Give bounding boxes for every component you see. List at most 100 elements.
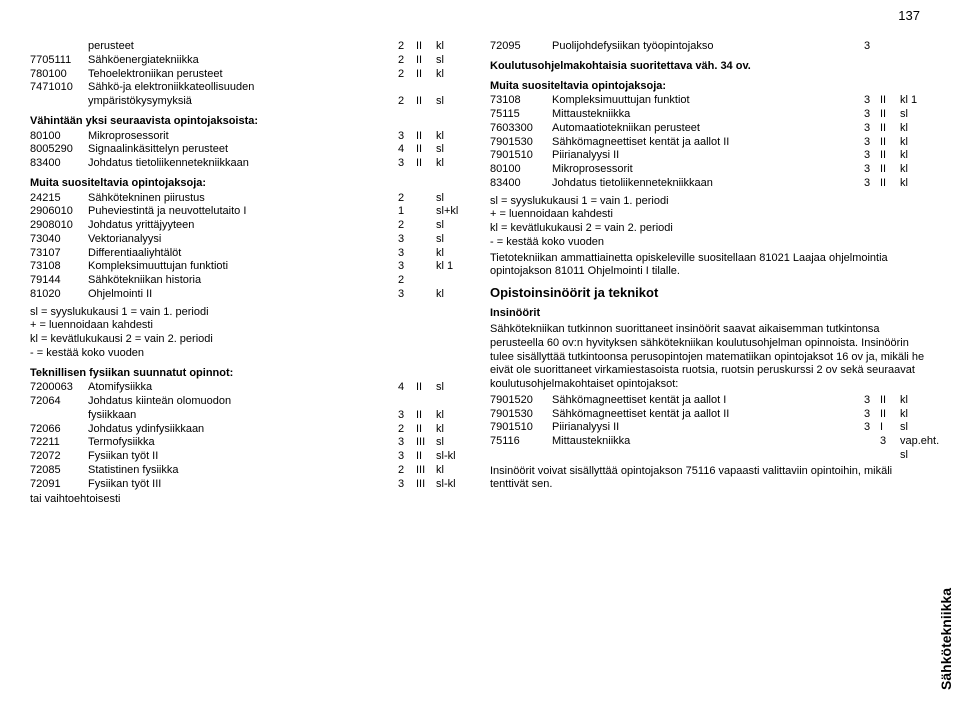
course-name: Kompleksimuuttujan funktioti <box>88 260 398 274</box>
course-code: 83400 <box>490 177 552 191</box>
course-name: Mittaustekniikka <box>552 108 864 122</box>
course-code: 7901530 <box>490 408 552 422</box>
course-v2: II <box>880 163 900 177</box>
legend-line: kl = kevätlukukausi 2 = vain 2. periodi <box>490 222 930 236</box>
course-v1: 3 <box>864 421 880 435</box>
course-code: 7901510 <box>490 149 552 163</box>
course-v2: II <box>416 130 436 144</box>
course-v1: 3 <box>398 436 416 450</box>
course-v1: 3 <box>398 288 416 302</box>
course-v3: sl <box>436 233 470 247</box>
course-v3 <box>436 81 470 95</box>
table-row: 83400Johdatus tietoliikennetekniikkaan3I… <box>490 177 930 191</box>
legend-line: kl = kevätlukukausi 2 = vain 2. periodi <box>30 333 470 347</box>
course-v2: II <box>416 450 436 464</box>
course-v2 <box>416 233 436 247</box>
course-name: Piirianalyysi II <box>552 149 864 163</box>
course-v1: 4 <box>398 381 416 395</box>
course-v1: 3 <box>398 450 416 464</box>
course-name: ympäristökysymyksiä <box>88 95 398 109</box>
course-v2: II <box>416 68 436 82</box>
course-v2: II <box>416 143 436 157</box>
course-v3: sl <box>900 421 930 435</box>
course-code: 72064 <box>30 395 88 409</box>
course-v1: 3 <box>864 136 880 150</box>
legend-line: sl = syyslukukausi 1 = vain 1. periodi <box>490 195 930 209</box>
header-muita-right: Muita suositeltavia opintojaksoja: <box>490 80 930 94</box>
course-v3: sl <box>436 143 470 157</box>
table-row: 83400Johdatus tietoliikennetekniikkaan3I… <box>30 157 470 171</box>
course-v2: II <box>880 136 900 150</box>
table-row: 72064Johdatus kiinteän olomuodon <box>30 395 470 409</box>
course-v1: 3 <box>864 149 880 163</box>
course-v3: kl <box>436 130 470 144</box>
course-v3: kl <box>436 247 470 261</box>
course-code: 7901510 <box>490 421 552 435</box>
course-v1: 2 <box>398 464 416 478</box>
course-v3 <box>436 395 470 409</box>
table-row: 780100Tehoelektroniikan perusteet2IIkl <box>30 68 470 82</box>
course-code: 73108 <box>490 94 552 108</box>
course-name: Fysiikan työt III <box>88 478 398 492</box>
course-code <box>30 95 88 109</box>
course-v3: kl <box>900 177 930 191</box>
table-row: 79144Sähkötekniikan historia2 <box>30 274 470 288</box>
table-row: 73107Differentiaaliyhtälöt3kl <box>30 247 470 261</box>
table-row: 7603300Automaatiotekniikan perusteet3IIk… <box>490 122 930 136</box>
course-v1: 3 <box>398 409 416 423</box>
course-code: 73108 <box>30 260 88 274</box>
course-name: Ohjelmointi II <box>88 288 398 302</box>
course-v3: kl <box>900 408 930 422</box>
course-v2: II <box>880 94 900 108</box>
course-v2: II <box>880 408 900 422</box>
table-row: 7200063Atomifysiikka4IIsl <box>30 381 470 395</box>
table-row: 24215Sähkötekninen piirustus2sl <box>30 192 470 206</box>
course-name: Sähkömagneettiset kentät ja aallot I <box>552 394 864 408</box>
course-v1: 3 <box>398 233 416 247</box>
course-v3 <box>900 40 930 54</box>
course-v2: II <box>880 108 900 122</box>
course-v2 <box>416 395 436 409</box>
course-v3: kl 1 <box>900 94 930 108</box>
course-v1: 2 <box>398 54 416 68</box>
table-row: 72085Statistinen fysiikka2IIIkl <box>30 464 470 478</box>
course-code: 2906010 <box>30 205 88 219</box>
course-name: Differentiaaliyhtälöt <box>88 247 398 261</box>
course-v3: sl-kl <box>436 478 470 492</box>
course-name: Tehoelektroniikan perusteet <box>88 68 398 82</box>
course-v2: II <box>880 149 900 163</box>
legend-line: - = kestää koko vuoden <box>30 347 470 361</box>
course-v2 <box>416 205 436 219</box>
course-name: Mikroprosessorit <box>88 130 398 144</box>
course-v3: sl <box>436 436 470 450</box>
course-code: 7901530 <box>490 136 552 150</box>
course-v2: III <box>416 478 436 492</box>
course-code: 72095 <box>490 40 552 54</box>
course-code: 7471010 <box>30 81 88 95</box>
course-v2: II <box>416 54 436 68</box>
content: perusteet2IIkl7705111Sähköenergiatekniik… <box>0 0 960 519</box>
table-row: 72211Termofysiikka3IIIsl <box>30 436 470 450</box>
course-v1: 3 <box>864 40 880 54</box>
course-v2: II <box>880 177 900 191</box>
table-row: 75115Mittaustekniikka3IIsl <box>490 108 930 122</box>
course-v2 <box>880 40 900 54</box>
course-code: 80100 <box>490 163 552 177</box>
course-v2: II <box>416 409 436 423</box>
course-code: 2908010 <box>30 219 88 233</box>
legend-line: sl = syyslukukausi 1 = vain 1. periodi <box>30 306 470 320</box>
course-code: 72211 <box>30 436 88 450</box>
course-code: 72072 <box>30 450 88 464</box>
course-code: 73040 <box>30 233 88 247</box>
course-name: Sähkömagneettiset kentät ja aallot II <box>552 136 864 150</box>
course-v1: 3 <box>864 108 880 122</box>
course-v3: sl <box>436 95 470 109</box>
header-vahintaan: Vähintään yksi seuraavista opintojaksois… <box>30 115 470 129</box>
course-v3: sl <box>436 54 470 68</box>
course-code: 75116 <box>490 435 552 463</box>
course-v1: 3 <box>398 478 416 492</box>
course-v3: kl <box>900 149 930 163</box>
legend-line: + = luennoidaan kahdesti <box>490 208 930 222</box>
course-v1: 3 <box>864 408 880 422</box>
header-muita-left: Muita suositeltavia opintojaksoja: <box>30 177 470 191</box>
